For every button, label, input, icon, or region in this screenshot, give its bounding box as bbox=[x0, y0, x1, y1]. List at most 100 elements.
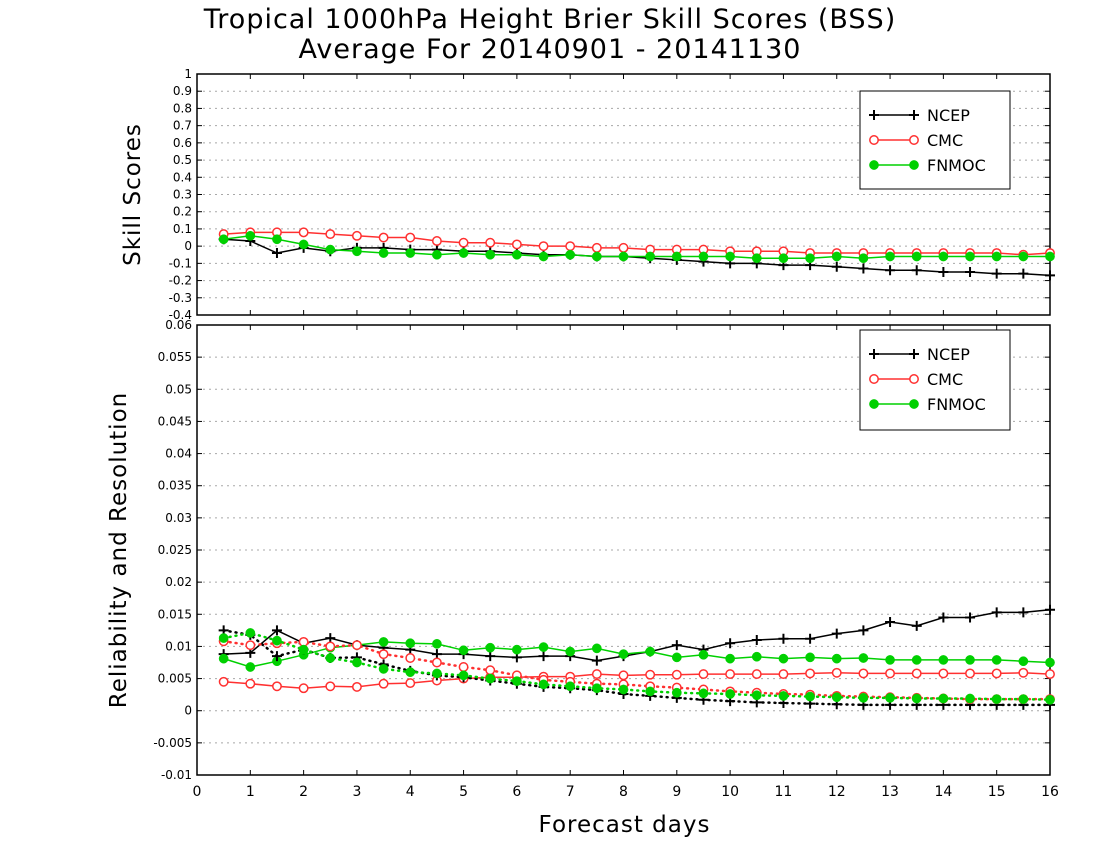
data-point bbox=[298, 644, 309, 655]
data-point bbox=[778, 253, 789, 264]
data-point bbox=[298, 227, 309, 238]
data-point bbox=[991, 668, 1002, 679]
legend-marker bbox=[869, 160, 879, 170]
y-tick-label: 0.005 bbox=[158, 672, 192, 686]
y-tick-label: 0.055 bbox=[158, 350, 192, 364]
legend-label: CMC bbox=[927, 370, 963, 389]
data-point bbox=[565, 249, 576, 260]
chart-subtitle: Average For 20140901 - 20141130 bbox=[298, 34, 802, 65]
x-tick-label: 4 bbox=[406, 784, 415, 800]
data-point bbox=[245, 628, 256, 638]
data-point bbox=[965, 251, 975, 262]
data-point bbox=[325, 244, 336, 255]
data-point bbox=[245, 640, 256, 651]
y-tick-label: 0.9 bbox=[173, 84, 192, 98]
x-tick-label: 8 bbox=[619, 784, 628, 800]
data-point bbox=[591, 683, 602, 694]
data-point bbox=[485, 642, 496, 653]
data-point bbox=[671, 652, 682, 663]
legend-marker bbox=[909, 160, 919, 170]
data-point bbox=[512, 644, 522, 655]
data-point bbox=[885, 617, 896, 627]
panel-1: 1 0.9 0.8 0.7 0.6 0.5 0.4 0.3 0.2 0.1 0 -0.1 -0.2 -0.… bbox=[120, 67, 1055, 322]
data-point bbox=[1045, 270, 1055, 281]
data-point bbox=[218, 676, 229, 687]
data-point bbox=[432, 668, 442, 679]
y-axis-label: Skill Scores bbox=[120, 123, 146, 266]
data-point bbox=[618, 670, 629, 681]
data-point bbox=[725, 653, 735, 664]
data-point bbox=[725, 251, 735, 262]
x-tick-label: 6 bbox=[512, 784, 521, 800]
data-point bbox=[298, 683, 309, 694]
data-point bbox=[458, 670, 469, 681]
data-point bbox=[405, 653, 416, 663]
panel-2: 0.060.0550.050.0450.040.0350.030.0250.02… bbox=[106, 318, 1059, 800]
data-point bbox=[885, 693, 895, 703]
data-point bbox=[618, 649, 629, 659]
data-point bbox=[538, 651, 549, 662]
data-point bbox=[351, 681, 362, 692]
y-tick-label: 0.02 bbox=[165, 575, 192, 589]
data-point bbox=[565, 681, 576, 692]
data-point bbox=[778, 633, 789, 644]
data-point bbox=[751, 669, 762, 680]
data-point bbox=[991, 694, 1002, 704]
data-point bbox=[911, 251, 922, 262]
data-point bbox=[911, 620, 922, 631]
data-point bbox=[565, 241, 576, 252]
y-tick-label: 0.7 bbox=[173, 119, 192, 133]
data-point bbox=[778, 691, 789, 701]
data-point bbox=[991, 268, 1002, 279]
data-point bbox=[965, 655, 975, 665]
y-tick-label: 0.1 bbox=[173, 222, 192, 236]
y-tick-label: 1 bbox=[184, 67, 192, 81]
data-point bbox=[431, 236, 442, 246]
y-axis-label: Reliability and Resolution bbox=[106, 392, 132, 708]
y-tick-label: 0.01 bbox=[165, 639, 192, 653]
y-tick-label: 0.06 bbox=[165, 318, 192, 332]
legend-marker bbox=[909, 135, 919, 145]
data-point bbox=[991, 251, 1002, 262]
data-point bbox=[858, 253, 869, 264]
data-point bbox=[325, 633, 336, 644]
legend-marker bbox=[909, 349, 919, 359]
data-point bbox=[938, 266, 949, 277]
data-point bbox=[645, 686, 656, 697]
data-point bbox=[938, 668, 949, 679]
data-point bbox=[218, 633, 229, 643]
data-point bbox=[1018, 656, 1029, 667]
data-point bbox=[458, 645, 469, 656]
legend-marker bbox=[869, 399, 879, 409]
x-tick-label: 14 bbox=[934, 784, 952, 800]
data-point bbox=[272, 681, 282, 692]
data-point bbox=[858, 668, 869, 679]
data-point bbox=[911, 693, 922, 704]
series-fnmoc bbox=[218, 230, 1055, 264]
y-tick-label: 0.8 bbox=[173, 101, 192, 115]
data-point bbox=[591, 242, 602, 253]
x-tick-label: 3 bbox=[352, 784, 361, 800]
data-point bbox=[485, 249, 496, 260]
data-point bbox=[512, 676, 522, 686]
data-point bbox=[671, 251, 682, 262]
y-tick-label: -0.3 bbox=[169, 291, 192, 305]
data-point bbox=[645, 251, 656, 262]
legend-marker bbox=[869, 110, 879, 120]
data-point bbox=[351, 230, 362, 241]
data-point bbox=[831, 653, 842, 664]
data-point bbox=[591, 669, 602, 680]
data-point bbox=[378, 678, 389, 689]
data-point bbox=[805, 652, 815, 663]
data-point bbox=[805, 668, 816, 679]
y-tick-label: -0.01 bbox=[161, 768, 192, 782]
data-point bbox=[671, 640, 682, 651]
y-tick-label: 0.3 bbox=[173, 188, 192, 202]
data-point bbox=[565, 646, 576, 657]
series-line bbox=[222, 235, 1051, 259]
data-point bbox=[351, 640, 362, 651]
data-point bbox=[1045, 251, 1055, 262]
legend-label: FNMOC bbox=[927, 156, 986, 175]
data-point bbox=[671, 669, 682, 680]
